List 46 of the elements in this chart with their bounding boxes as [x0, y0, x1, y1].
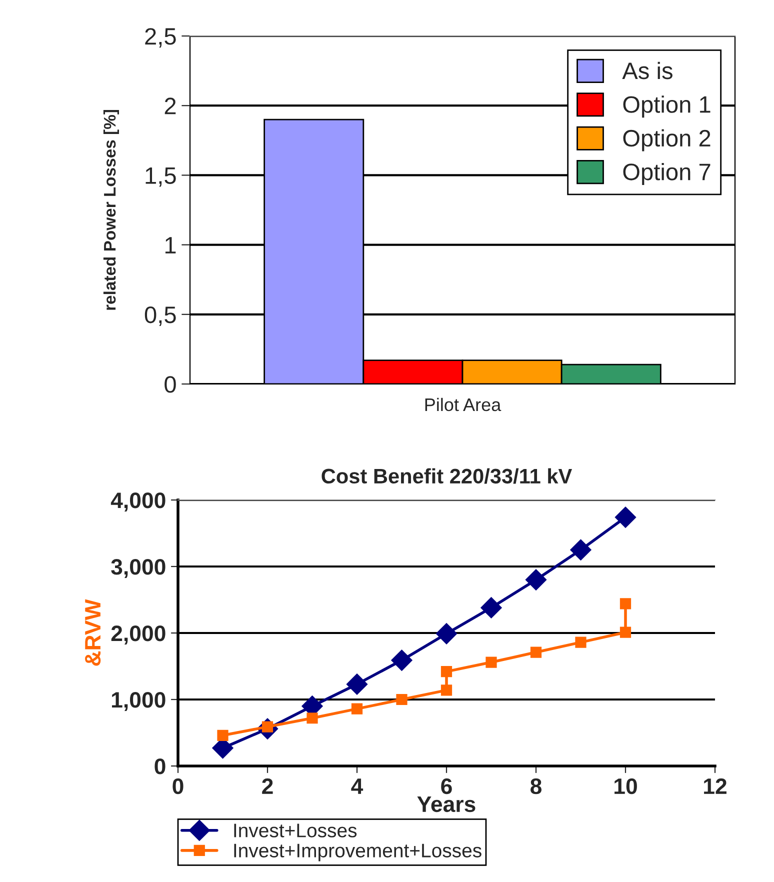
point — [486, 656, 497, 668]
point — [570, 539, 592, 560]
x-tick-label: 8 — [530, 778, 542, 794]
point — [396, 694, 408, 706]
point — [480, 597, 502, 618]
y-axis-title: &RVW — [85, 599, 101, 666]
y-tick-label: 1 — [165, 237, 176, 254]
point — [575, 636, 586, 648]
x-tick-label: 6 — [441, 778, 452, 794]
point — [620, 598, 632, 610]
point — [620, 626, 632, 638]
legend-label: Invest+Losses — [234, 824, 357, 838]
point — [217, 730, 228, 741]
legend-label: Invest+Improvement+Losses — [234, 844, 482, 862]
y-tick-label: 2,000 — [111, 626, 166, 644]
point — [391, 650, 412, 671]
point — [614, 506, 636, 528]
y-axis-title: related Power Losses [%] — [103, 110, 119, 310]
point — [306, 712, 318, 724]
point — [436, 623, 458, 644]
point — [346, 674, 368, 695]
point — [530, 646, 542, 658]
point — [440, 666, 452, 678]
chart-title: Cost Benefit 220/33/11 kV — [322, 468, 572, 484]
x-tick-label: Pilot Area — [425, 398, 502, 412]
x-tick-label: 4 — [351, 778, 364, 794]
y-tick-label: 3,000 — [111, 559, 166, 578]
x-tick-label: 10 — [614, 778, 637, 794]
point — [351, 703, 363, 714]
y-tick-label: 1,5 — [146, 168, 176, 187]
y-tick-label: 1,000 — [112, 692, 166, 711]
legend-label: As is — [622, 62, 672, 80]
x-tick-label: 12 — [704, 778, 726, 794]
legend-label: Option 7 — [623, 162, 710, 185]
y-tick-label: 0,5 — [144, 306, 176, 326]
y-tick-label: 2,5 — [145, 28, 176, 48]
legend-label: Option 1 — [623, 96, 710, 118]
legend-label: Option 2 — [623, 129, 710, 152]
y-tick-label: 0 — [154, 758, 166, 774]
x-tick-label: 2 — [262, 778, 273, 794]
y-tick-label: 0 — [164, 376, 176, 393]
y-tick-label: 4,000 — [110, 492, 166, 512]
point — [525, 569, 547, 590]
point — [440, 684, 452, 696]
x-axis-title: Years — [417, 796, 476, 812]
y-tick-label: 2 — [164, 98, 176, 114]
